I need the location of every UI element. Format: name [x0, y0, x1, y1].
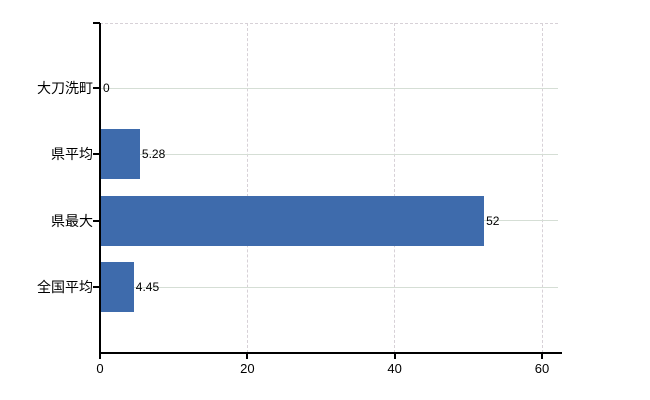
- category-label: 県最大: [51, 212, 93, 229]
- y-gridline: [100, 87, 558, 89]
- value-label: 4.45: [135, 280, 160, 294]
- bar-3: [101, 262, 134, 312]
- category-label: 大刀洗町: [37, 80, 93, 96]
- y-axis-top-tick: [93, 22, 100, 24]
- x-axis-tick: [246, 353, 249, 359]
- bar-1: [101, 129, 140, 180]
- category-label: 全国平均: [37, 279, 93, 295]
- x-axis-tick: [541, 353, 543, 359]
- value-label: 5.28: [141, 147, 166, 162]
- y-gridline: [100, 153, 558, 155]
- value-label: 0: [103, 81, 110, 95]
- y-gridline: [100, 286, 558, 288]
- x-axis-tick-label: 60: [534, 361, 550, 376]
- y-axis-tick: [93, 153, 100, 156]
- x-gridline: [246, 23, 248, 353]
- y-axis-tick: [93, 87, 100, 89]
- bar-2: [101, 195, 485, 246]
- x-axis-tick-label: 0: [96, 361, 104, 376]
- x-gridline: [394, 23, 396, 353]
- y-axis-line: [99, 23, 101, 359]
- x-axis-tick-label: 40: [387, 361, 402, 376]
- category-label: 県平均: [51, 146, 93, 163]
- plot-top-border: [100, 23, 558, 24]
- y-axis-tick: [93, 219, 100, 222]
- x-axis-line: [99, 352, 562, 354]
- y-axis-tick: [93, 286, 100, 288]
- x-axis-tick: [393, 353, 396, 359]
- x-axis-tick-label: 20: [240, 361, 255, 376]
- x-gridline: [541, 23, 543, 353]
- value-label: 52: [486, 213, 500, 228]
